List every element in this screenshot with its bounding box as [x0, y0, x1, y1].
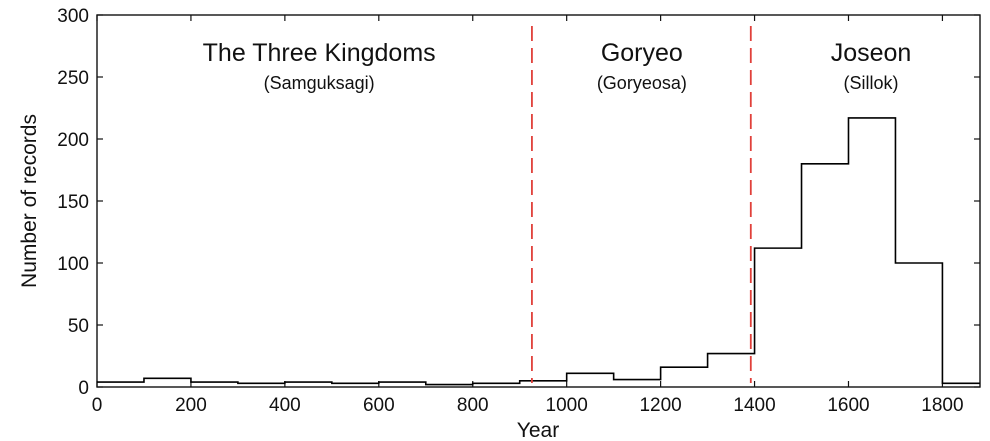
histogram-bar — [191, 382, 238, 387]
era-source-label: (Sillok) — [844, 73, 899, 93]
histogram-bar — [708, 354, 755, 387]
x-tick-label: 1600 — [827, 395, 869, 416]
histogram-bar — [614, 380, 661, 387]
y-tick-label: 0 — [78, 378, 89, 399]
y-tick-label: 200 — [57, 130, 89, 151]
histogram-outline — [97, 117, 980, 386]
histogram-bar — [848, 118, 895, 387]
histogram-bar — [520, 381, 567, 387]
histogram-bar — [661, 367, 708, 387]
histogram-bar — [379, 382, 426, 387]
y-tick-label: 300 — [57, 6, 89, 27]
y-tick-label: 250 — [57, 68, 89, 89]
x-axis-ticks: 0 200 400 600 800 1000 1200 1400 1600 1800 — [92, 15, 964, 416]
x-tick-label: 1800 — [921, 395, 963, 416]
histogram-bar — [802, 164, 849, 387]
x-tick-label: 400 — [269, 395, 301, 416]
x-axis-title: Year — [517, 419, 559, 441]
y-axis-ticks: 0 50 100 150 200 250 300 — [57, 6, 980, 399]
histogram-bar — [942, 383, 980, 387]
histogram-bar — [97, 382, 144, 387]
histogram-bar — [332, 383, 379, 387]
x-tick-label: 1000 — [546, 395, 588, 416]
histogram-bars — [97, 118, 980, 387]
histogram-bar — [473, 383, 520, 387]
histogram-bar — [895, 263, 942, 387]
x-tick-label: 200 — [175, 395, 207, 416]
x-tick-label: 1200 — [639, 395, 681, 416]
histogram-bar — [567, 373, 614, 387]
y-tick-label: 150 — [57, 192, 89, 213]
y-tick-label: 100 — [57, 254, 89, 275]
era-labels: The Three Kingdoms (Samguksagi) Goryeo (Gor… — [203, 39, 912, 93]
histogram-bar — [426, 385, 473, 387]
era-boundaries — [531, 26, 752, 383]
x-tick-label: 0 — [92, 395, 103, 416]
x-tick-label: 600 — [363, 395, 395, 416]
x-tick-label: 800 — [457, 395, 489, 416]
y-axis-title: Number of records — [18, 114, 41, 288]
x-tick-label: 1400 — [733, 395, 775, 416]
era-source-label: (Goryeosa) — [597, 73, 687, 93]
histogram-bar — [755, 248, 802, 387]
histogram-bar — [238, 383, 285, 387]
era-source-label: (Samguksagi) — [264, 73, 375, 93]
y-tick-label: 50 — [68, 316, 89, 337]
era-name-label: Goryeo — [601, 39, 683, 67]
histogram-bar — [285, 382, 332, 387]
era-name-label: The Three Kingdoms — [203, 39, 436, 67]
histogram-bar — [144, 378, 191, 387]
era-name-label: Joseon — [831, 39, 912, 67]
